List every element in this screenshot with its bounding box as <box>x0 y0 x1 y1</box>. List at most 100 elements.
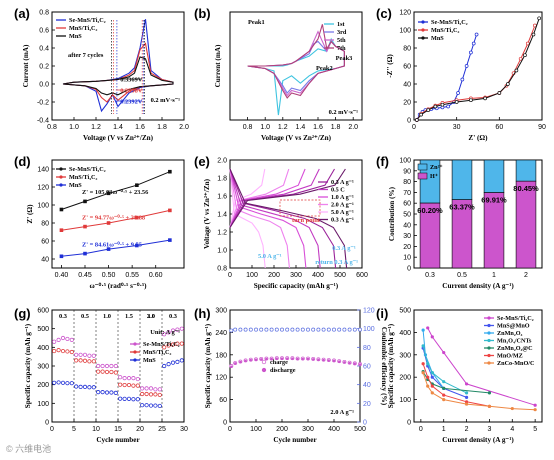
panel-e: 0 100 200 300 400 500 600 0.8 1.0 1.2 1.4 1.6 1.8 2.0… <box>203 158 368 291</box>
discharge-point <box>239 360 242 364</box>
legend-item-label: MnO/MZ <box>497 353 523 360</box>
legend-item-label: Se-MnS/Ti₃C₂ <box>143 341 180 348</box>
capacity-point <box>140 403 145 408</box>
data-point <box>59 254 64 259</box>
y-tick-label: 400 <box>37 345 49 352</box>
capacity-point <box>179 326 184 331</box>
y-axis-label: Current (mA) <box>22 44 30 87</box>
y-tick-label: 100 <box>399 158 411 165</box>
panel-a: 0.8 1.0 1.2 1.4 1.6 1.8 2.0 -0.4 -0.2 0.0 0.2 0.4 0.… <box>22 10 189 143</box>
nyquist-point <box>440 102 445 107</box>
dv-label: 0.3369V <box>120 77 143 84</box>
y-tick-label: 0.8 <box>217 266 227 273</box>
comparison-point <box>430 335 434 339</box>
x-tick-label: 1 <box>442 426 446 433</box>
capacity-point <box>56 348 61 353</box>
cv-curve-2 <box>62 56 174 96</box>
legend-item-marker <box>133 358 137 362</box>
turn-point-label: turn point <box>292 217 321 224</box>
y2-tick-label: 120 <box>363 308 375 315</box>
fit-equation: Z' = 84.61ω⁻⁰·⁵ + 9.55 <box>82 241 142 248</box>
capacity-point <box>96 363 101 369</box>
capacity-point <box>74 384 79 389</box>
discharge-point <box>338 360 341 363</box>
y-tick-label: 1.8 <box>217 176 227 183</box>
comparison-point <box>426 384 430 388</box>
legend-label: charge <box>270 359 288 366</box>
discharge-point <box>249 358 252 362</box>
nyquist-point <box>456 91 460 95</box>
legend-item-label: ZnCo-MnO/C <box>497 360 534 367</box>
y-axis-label: -Z'' (Ω) <box>386 54 394 78</box>
comparison-point <box>430 371 434 375</box>
capacity-point <box>52 339 57 344</box>
capacity-point <box>78 358 83 363</box>
discharge-point <box>265 357 268 361</box>
efficiency-point <box>337 327 342 332</box>
efficiency-point <box>321 327 326 332</box>
legend-item-label: Se-MnS/Ti₃C₂ <box>69 166 106 173</box>
legend-item-label: 1.0 A g⁻¹ <box>331 194 354 201</box>
nyquist-point <box>454 100 459 104</box>
discharge-point <box>286 357 289 360</box>
peak-label: Peak3 <box>336 55 353 62</box>
fit-equation: Z' = 105.03ω⁻⁰·⁵ + 23.56 <box>82 189 149 196</box>
x-tick-label: 60 <box>495 124 503 131</box>
x-tick-label: 10 <box>92 426 100 433</box>
nyquist-point <box>469 98 473 103</box>
x-axis-label: ω⁻⁰·⁵ (rad⁰·⁵ s⁻⁰·⁵) <box>89 282 147 290</box>
capacity-point <box>87 385 92 390</box>
y-tick-label: 0.4 <box>39 46 49 53</box>
legend-item-marker <box>421 20 425 24</box>
x-tick-label: 90 <box>538 124 546 131</box>
y-tick-label: 20 <box>403 100 411 107</box>
panel-d: 0.40 0.45 0.50 0.55 0.60 40 60 80 100 120 140 ω⁻⁰·⁵… <box>26 159 185 290</box>
y-tick-label: 2.0 <box>217 158 227 165</box>
discharge-point <box>291 357 294 360</box>
y-tick-label: 100 <box>399 397 411 404</box>
comparison-point <box>442 350 446 355</box>
capacity-point <box>69 381 74 386</box>
x-axis-label: Current density (A g⁻¹) <box>442 436 514 444</box>
data-point <box>59 228 64 232</box>
y-tick-label: 60 <box>219 397 227 404</box>
rate-stage-label: 0.3 <box>59 313 67 320</box>
comparison-point <box>430 391 434 395</box>
bar-zn <box>515 159 537 182</box>
nyquist-point <box>514 68 519 73</box>
x-tick-label: 1.6 <box>313 124 323 131</box>
panel-f: 0 10 20 30 40 50 60 70 80 90 100 Contribution (%) Cu… <box>388 158 543 290</box>
cv-cycle-3 <box>247 24 345 99</box>
y-tick-label: 40 <box>403 82 411 89</box>
comparison-point <box>442 393 446 397</box>
y-tick-label: 50 <box>403 212 411 219</box>
capacity-point <box>104 390 110 395</box>
y-tick-label: 600 <box>37 308 49 315</box>
capacity-point <box>166 330 171 335</box>
y-tick-label: 0.6 <box>39 28 49 35</box>
x-tick-label: 0.50 <box>102 272 116 279</box>
comparison-point <box>464 395 469 399</box>
y-tick-label: 1.6 <box>217 194 227 201</box>
legend-item-marker <box>487 353 491 358</box>
y-tick-label: 100 <box>37 401 49 408</box>
panel-b: 0.8 1.0 1.2 1.4 1.6 1.8 2.0 Voltage (V vs Zn²⁺/… <box>214 11 363 142</box>
efficiency-point <box>259 327 264 332</box>
x-tick-label: 0 <box>412 124 416 131</box>
capacity-point <box>87 359 92 364</box>
rate-label: 2.0 A g⁻¹ <box>330 409 354 416</box>
bar-value-label: 60.20% <box>417 206 443 215</box>
data-point <box>106 221 111 225</box>
capacity-point <box>109 369 114 375</box>
legend-item-label: Se-MnS/Ti₃C₂ <box>431 19 468 26</box>
x-axis-label: Specific capacity (mAh g⁻¹) <box>254 282 339 290</box>
comparison-point <box>430 384 434 388</box>
discharge-point <box>343 361 346 364</box>
capacity-point <box>52 380 57 385</box>
data-point <box>135 215 139 220</box>
y-axis-label: Specific capacity (mAh g⁻¹) <box>204 323 212 408</box>
discharge-point <box>301 357 304 361</box>
y2-tick-label: 40 <box>363 382 371 389</box>
capacity-point <box>78 384 83 390</box>
